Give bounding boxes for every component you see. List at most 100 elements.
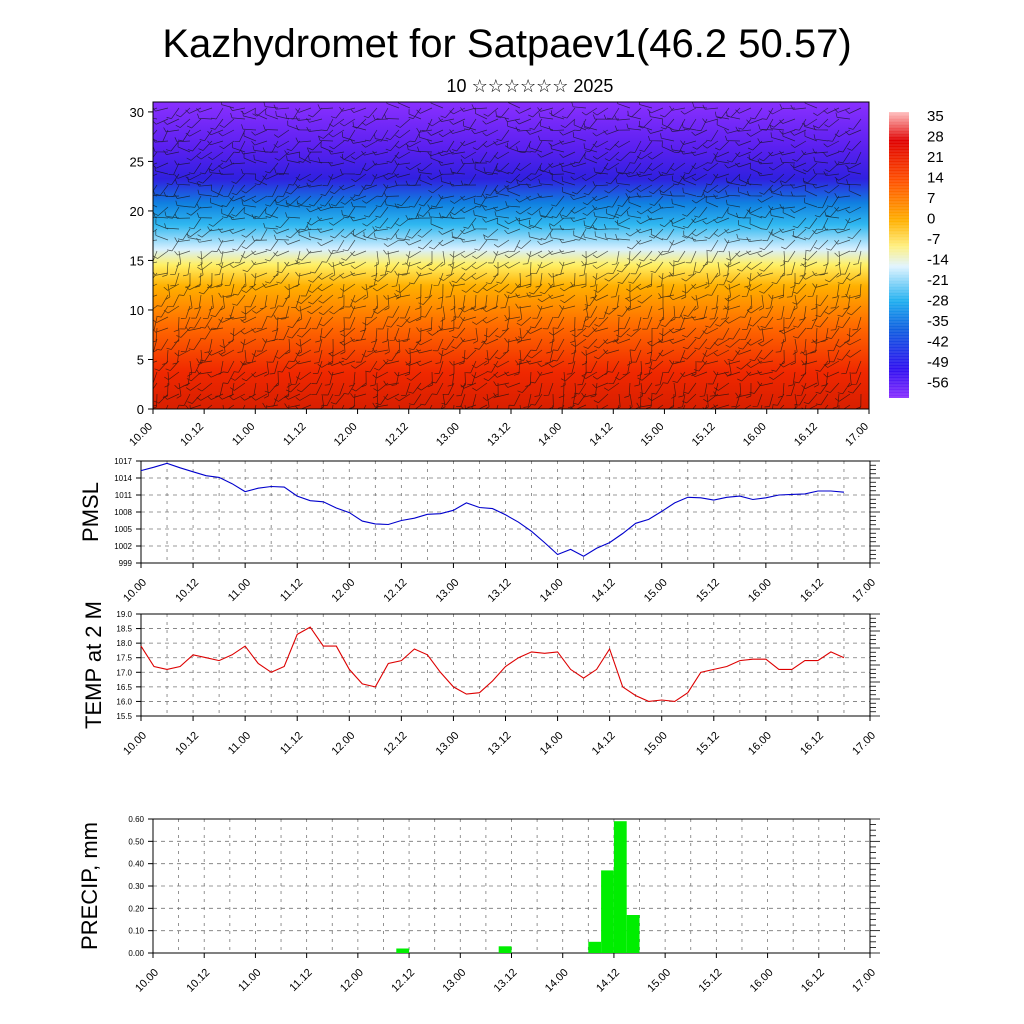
heatmap-ytick-label: 15	[130, 253, 144, 268]
xtick-label: 15.12	[694, 577, 722, 605]
xtick-label: 13.00	[440, 967, 468, 995]
precip-bar	[613, 821, 627, 953]
chart-subtitle: 10 ☆☆☆☆☆☆ 2025	[447, 76, 614, 96]
xtick-label: 11.12	[278, 730, 305, 757]
ytick-label: 0.50	[128, 837, 144, 846]
colorbar-label: -49	[927, 354, 949, 371]
colorbar-label: 21	[927, 149, 944, 166]
colorbar-label: -35	[927, 313, 949, 330]
heatmap-xtick-label: 14.12	[587, 421, 615, 449]
xtick-label: 12.00	[329, 577, 357, 605]
ytick-label: 16.5	[116, 683, 132, 692]
heatmap-panel: 0 5 10 15 20 25 30 10.00 10.12 11.00 11.12 12.00 12…	[127, 101, 871, 449]
colorbar-label: 7	[927, 190, 935, 207]
xtick-label: 17.00	[850, 577, 878, 605]
xtick-label: 11.00	[236, 967, 263, 994]
heatmap-xtick-label: 13.00	[434, 421, 462, 449]
xtick-label: 15.00	[645, 967, 673, 995]
ytick-label: 1011	[115, 491, 133, 500]
pmsl-axis-label: PMSL	[78, 482, 103, 542]
colorbar-stripes	[889, 111, 909, 398]
heatmap-xtick-label: 10.00	[127, 421, 155, 449]
xtick-label: 13.12	[486, 577, 514, 605]
xtick-label: 12.12	[389, 967, 417, 995]
colorbar-label: -56	[927, 375, 949, 392]
heatmap-field	[153, 102, 869, 409]
xtick-label: 17.00	[850, 967, 878, 995]
temp-panel: 19.0 18.5 18.0 17.5 17.0 16.5 16.0 15.5 10.00 10.…	[116, 610, 880, 758]
ytick-label: 18.0	[116, 639, 132, 648]
ytick-label: 0.10	[128, 927, 144, 936]
xtick-label: 16.12	[799, 967, 827, 995]
colorbar-label: 35	[927, 108, 944, 125]
ytick-label: 19.0	[116, 610, 132, 619]
precip-bar	[498, 946, 512, 953]
xtick-label: 10.12	[184, 967, 212, 995]
ytick-label: 1008	[114, 508, 132, 517]
wind-barb-path	[153, 102, 862, 409]
precip-bar	[396, 948, 410, 953]
precip-axis-label: PRECIP, mm	[77, 822, 102, 950]
ytick-label: 17.0	[116, 668, 132, 677]
xtick-label: 10.00	[121, 730, 149, 758]
ytick-label: 1014	[114, 474, 132, 483]
series-line	[140, 626, 845, 702]
chart-title: Kazhydromet for Satpaev1(46.2 50.57)	[162, 22, 851, 66]
heatmap-y-axis: 0 5 10 15 20 25 30	[130, 105, 153, 417]
xtick-label: 14.00	[543, 967, 571, 995]
ytick-label: 18.5	[116, 625, 132, 634]
ytick-label: 1005	[114, 525, 132, 534]
heatmap-xtick-label: 12.12	[383, 421, 411, 449]
colorbar-label: -28	[927, 293, 949, 310]
colorbar-label: -7	[927, 231, 940, 248]
xtick-label: 12.12	[382, 577, 410, 605]
xtick-label: 14.00	[538, 577, 566, 605]
colorbar-gradient	[889, 112, 909, 398]
heatmap-ytick-label: 10	[130, 303, 144, 318]
colorbar-label: 28	[927, 129, 944, 146]
colorbar-label: 0	[927, 211, 935, 228]
heatmap-ytick-label: 5	[137, 352, 144, 367]
xtick-label: 14.12	[594, 967, 622, 995]
xtick-label: 12.12	[382, 730, 410, 758]
colorbar-label: -21	[927, 272, 949, 289]
xtick-label: 13.12	[486, 730, 514, 758]
xtick-label: 10.12	[173, 577, 201, 605]
ytick-label: 1002	[114, 542, 132, 551]
ytick-label: 17.5	[116, 654, 132, 663]
xtick-label: 15.12	[697, 967, 725, 995]
ytick-label: 0.60	[128, 815, 144, 824]
ytick-label: 0.30	[128, 882, 144, 891]
heatmap-ytick-label: 25	[130, 154, 144, 169]
xtick-label: 11.12	[278, 577, 305, 604]
ytick-label: 999	[119, 559, 133, 568]
xtick-label: 13.12	[492, 967, 520, 995]
xtick-label: 12.00	[338, 967, 366, 995]
ytick-label: 0.00	[128, 949, 144, 958]
heatmap-xtick-label: 15.12	[690, 421, 718, 449]
precip-bar	[626, 915, 640, 953]
ytick-label: 16.0	[116, 697, 132, 706]
heatmap-ytick-label: 20	[130, 204, 144, 219]
ytick-label: 0.20	[128, 904, 144, 913]
series-line	[140, 462, 845, 557]
temp-axis-label: TEMP at 2 M	[81, 601, 106, 729]
ytick-label: 0.40	[128, 860, 144, 869]
colorbar-label: 14	[927, 170, 944, 187]
colorbar-label: -14	[927, 252, 949, 269]
xtick-label: 16.00	[746, 577, 774, 605]
wind-barbs	[153, 102, 862, 409]
pmsl-panel: 1017 1014 1011 1008 1005 1002 999 10.00 10.12 11.…	[114, 457, 880, 605]
xtick-label: 10.00	[133, 967, 161, 995]
precip-panel: 0.60 0.50 0.40 0.30 0.20 0.10 0.00 10.00 10.12 11…	[128, 815, 880, 995]
precip-bar	[601, 870, 614, 953]
heatmap-ytick-label: 0	[137, 402, 144, 417]
xtick-label: 14.00	[538, 730, 566, 758]
heatmap-xtick-label: 12.00	[332, 421, 360, 449]
xtick-label: 16.00	[746, 730, 774, 758]
xtick-label: 11.00	[226, 730, 253, 757]
xtick-label: 12.00	[329, 730, 357, 758]
xtick-label: 13.00	[434, 730, 462, 758]
xtick-label: 16.00	[748, 967, 776, 995]
